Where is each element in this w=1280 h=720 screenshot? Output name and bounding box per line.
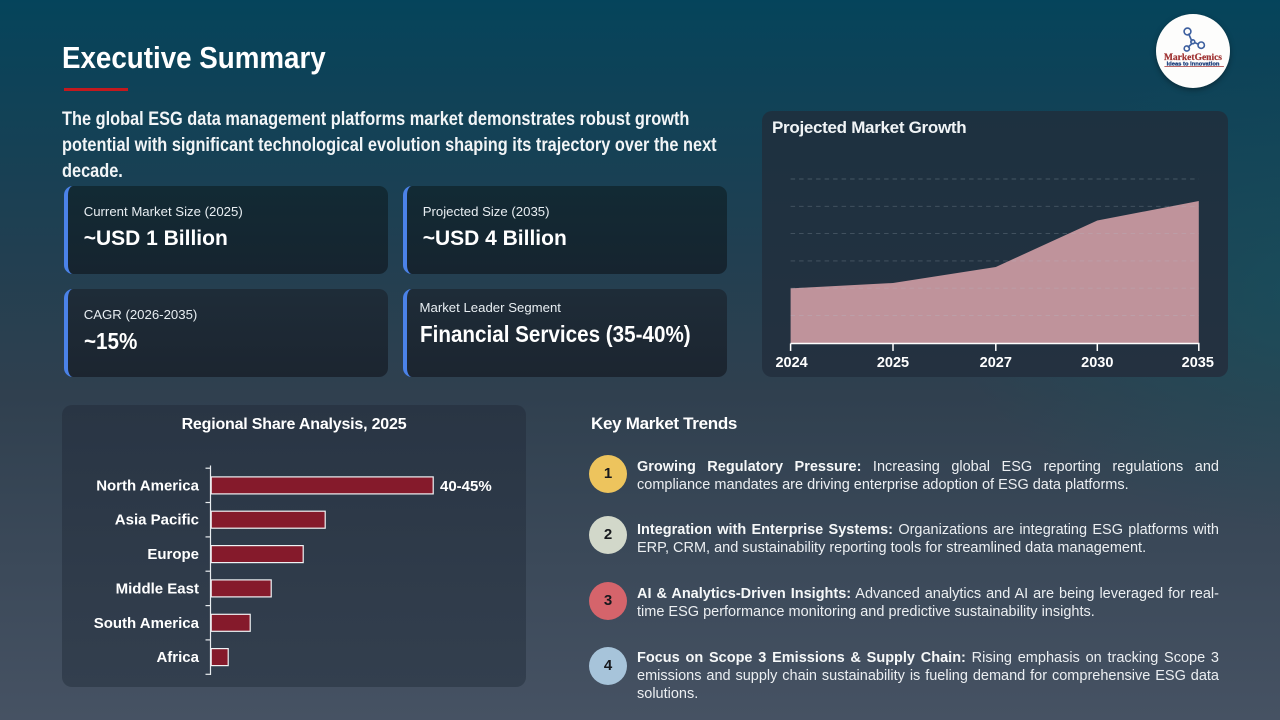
svg-text:Europe: Europe xyxy=(147,546,199,563)
svg-text:MarketGenics: MarketGenics xyxy=(1164,53,1222,63)
svg-text:40-45%: 40-45% xyxy=(440,478,492,495)
svg-text:South America: South America xyxy=(94,615,200,632)
svg-text:Middle East: Middle East xyxy=(116,580,199,597)
svg-text:2035: 2035 xyxy=(1182,355,1214,371)
svg-text:Asia Pacific: Asia Pacific xyxy=(115,512,199,529)
svg-text:2024: 2024 xyxy=(775,355,807,371)
svg-text:Africa: Africa xyxy=(156,649,199,666)
svg-text:2025: 2025 xyxy=(877,355,909,371)
svg-text:2030: 2030 xyxy=(1081,355,1113,371)
svg-text:North America: North America xyxy=(96,477,199,494)
svg-text:Ideas to Innovation: Ideas to Innovation xyxy=(1167,61,1220,67)
svg-text:2027: 2027 xyxy=(980,355,1012,371)
